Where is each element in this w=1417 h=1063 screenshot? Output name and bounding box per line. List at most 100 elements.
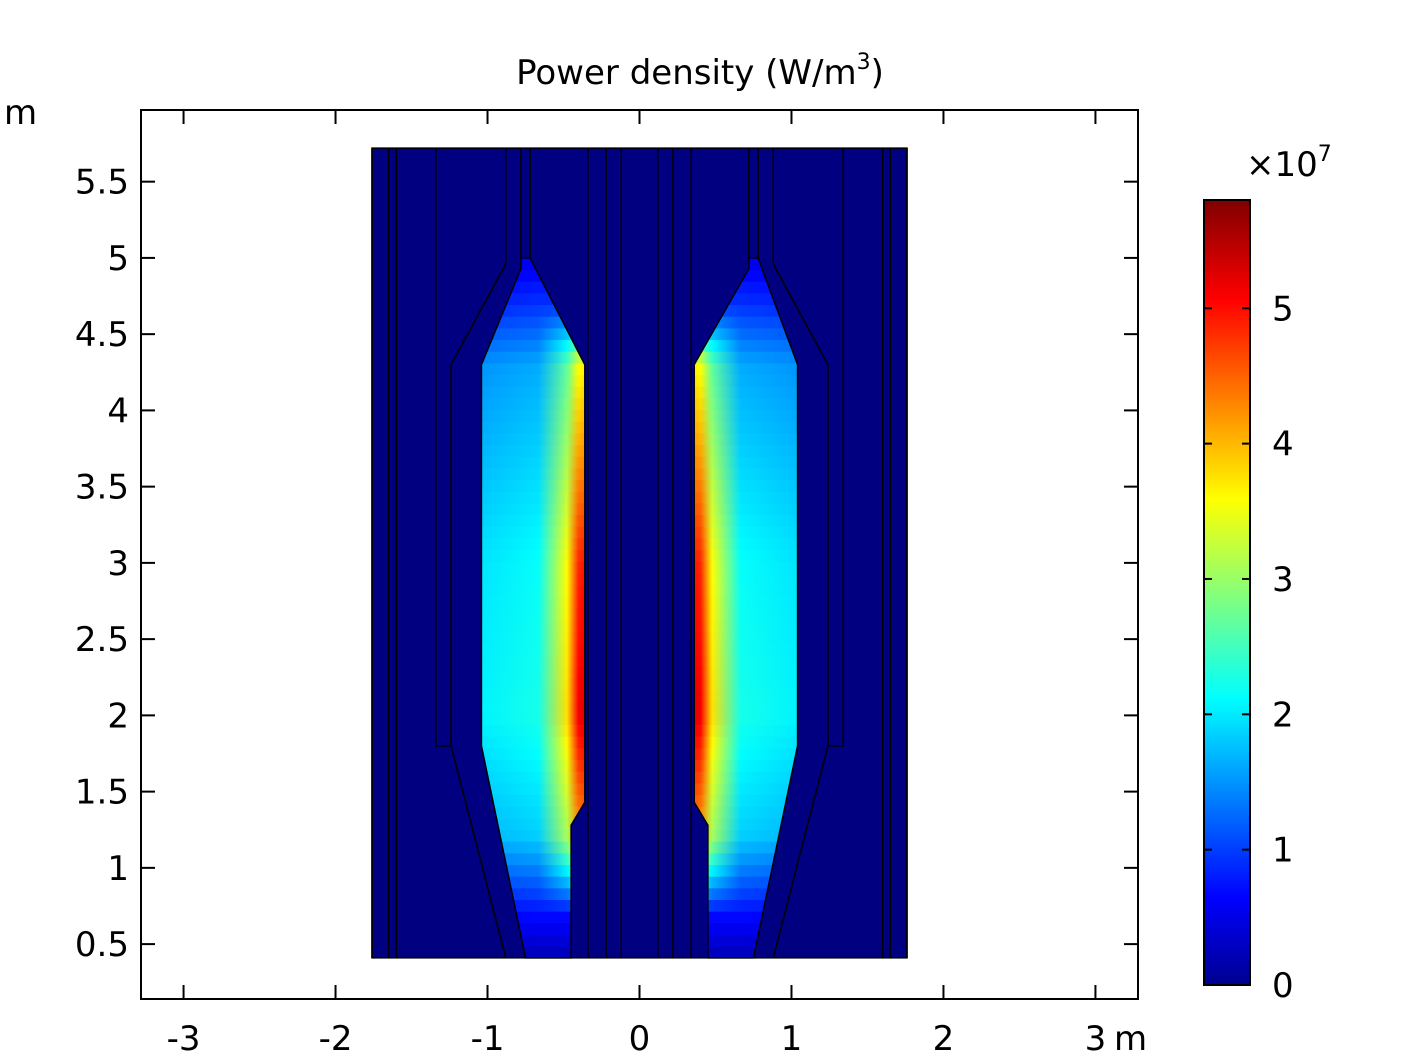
field-band: [694, 549, 798, 562]
field-band: [481, 327, 585, 341]
field-band: [481, 572, 585, 586]
field-band: [481, 770, 585, 784]
field-band: [481, 665, 585, 679]
field-band: [694, 339, 798, 352]
field-band: [694, 735, 798, 749]
field-band: [694, 852, 798, 866]
field-band: [694, 630, 798, 644]
field-band: [481, 385, 585, 399]
field-band: [694, 747, 798, 761]
field-band: [694, 829, 798, 842]
field-band: [694, 700, 798, 714]
field-band: [481, 420, 585, 434]
field-band: [481, 700, 585, 714]
field-band: [694, 840, 798, 854]
field-band: [481, 759, 585, 772]
field-band: [481, 630, 585, 644]
field-band: [481, 537, 585, 551]
colorbar-tick-label: 0: [1272, 966, 1294, 1006]
boundary-line: [450, 745, 507, 959]
x-tick-label: -2: [319, 1019, 353, 1059]
field-band: [481, 467, 585, 481]
geometry-outlines: [371, 147, 908, 959]
field-band: [481, 397, 585, 411]
field-band: [481, 852, 585, 866]
field-band: [694, 490, 798, 504]
field-band: [694, 455, 798, 469]
field-band: [694, 654, 798, 667]
field-band: [481, 350, 585, 364]
field-band: [694, 350, 798, 364]
field-band: [694, 572, 798, 586]
colorbar-ticks: 0 1 2 3 4 5: [1204, 289, 1294, 1006]
field-band: [481, 374, 585, 387]
field-band: [481, 339, 585, 352]
field-band: [694, 560, 798, 574]
field-band: [481, 514, 585, 527]
y-tick-label: 2.5: [75, 620, 129, 660]
field-band: [481, 805, 585, 819]
field-band: [481, 677, 585, 691]
field-band: [481, 654, 585, 667]
field-band: [694, 432, 798, 446]
field-band: [694, 444, 798, 457]
x-tick-label: -1: [471, 1019, 505, 1059]
field-band: [481, 595, 585, 609]
boundary-line: [772, 745, 829, 959]
colorbar-tick-label: 5: [1272, 289, 1294, 329]
x-tick-label: 2: [933, 1019, 955, 1059]
field-band: [694, 782, 798, 796]
field-band: [481, 782, 585, 796]
colorbar-tick-label: 4: [1272, 425, 1294, 465]
colorbar-tick-label: 3: [1272, 560, 1294, 600]
y-tick-label: 5.5: [75, 163, 129, 203]
field-band: [481, 502, 585, 516]
colorbar: ×107 0 1 2 3 4 5: [1203, 142, 1332, 1006]
field-band: [481, 560, 585, 574]
domain-background: [372, 148, 907, 958]
field-band: [481, 712, 585, 726]
field-band: [481, 689, 585, 702]
field-band: [481, 840, 585, 854]
field-band: [694, 665, 798, 679]
field-band: [694, 514, 798, 527]
field-band: [481, 607, 585, 621]
field-band: [481, 444, 585, 457]
y-tick-label: 5: [107, 239, 129, 279]
field-band: [694, 770, 798, 784]
y-tick-label: 0.5: [75, 925, 129, 965]
y-tick-label: 2: [107, 696, 129, 736]
field-band: [694, 724, 798, 737]
field-band: [694, 385, 798, 399]
y-tick-label: 4: [107, 391, 129, 431]
x-tick-label: 0: [629, 1019, 651, 1059]
x-tick-label: 3: [1085, 1019, 1107, 1059]
y-axis-unit: m: [4, 93, 37, 133]
y-tick-label: 1: [107, 849, 129, 889]
chart-title: Power density (W/m3): [516, 50, 884, 93]
field-band: [694, 584, 798, 597]
field-band: [481, 362, 585, 376]
field-band: [481, 794, 585, 807]
field-band: [694, 642, 798, 656]
field-band: [481, 724, 585, 737]
field-band: [481, 490, 585, 504]
field-band: [481, 479, 585, 492]
colorbar-gradient: [1203, 199, 1251, 986]
field-band: [694, 794, 798, 807]
field-band: [694, 525, 798, 539]
field-band: [481, 409, 585, 422]
y-tick-label: 1.5: [75, 773, 129, 813]
field-band: [694, 805, 798, 819]
field-band: [481, 747, 585, 761]
field-band: [481, 549, 585, 562]
x-tick-label: 1: [781, 1019, 803, 1059]
field-band: [694, 759, 798, 772]
field-band: [481, 525, 585, 539]
field-band: [481, 642, 585, 656]
field-band: [694, 374, 798, 387]
field-band: [481, 735, 585, 749]
y-tick-label: 3.5: [75, 468, 129, 508]
field-band: [694, 607, 798, 621]
